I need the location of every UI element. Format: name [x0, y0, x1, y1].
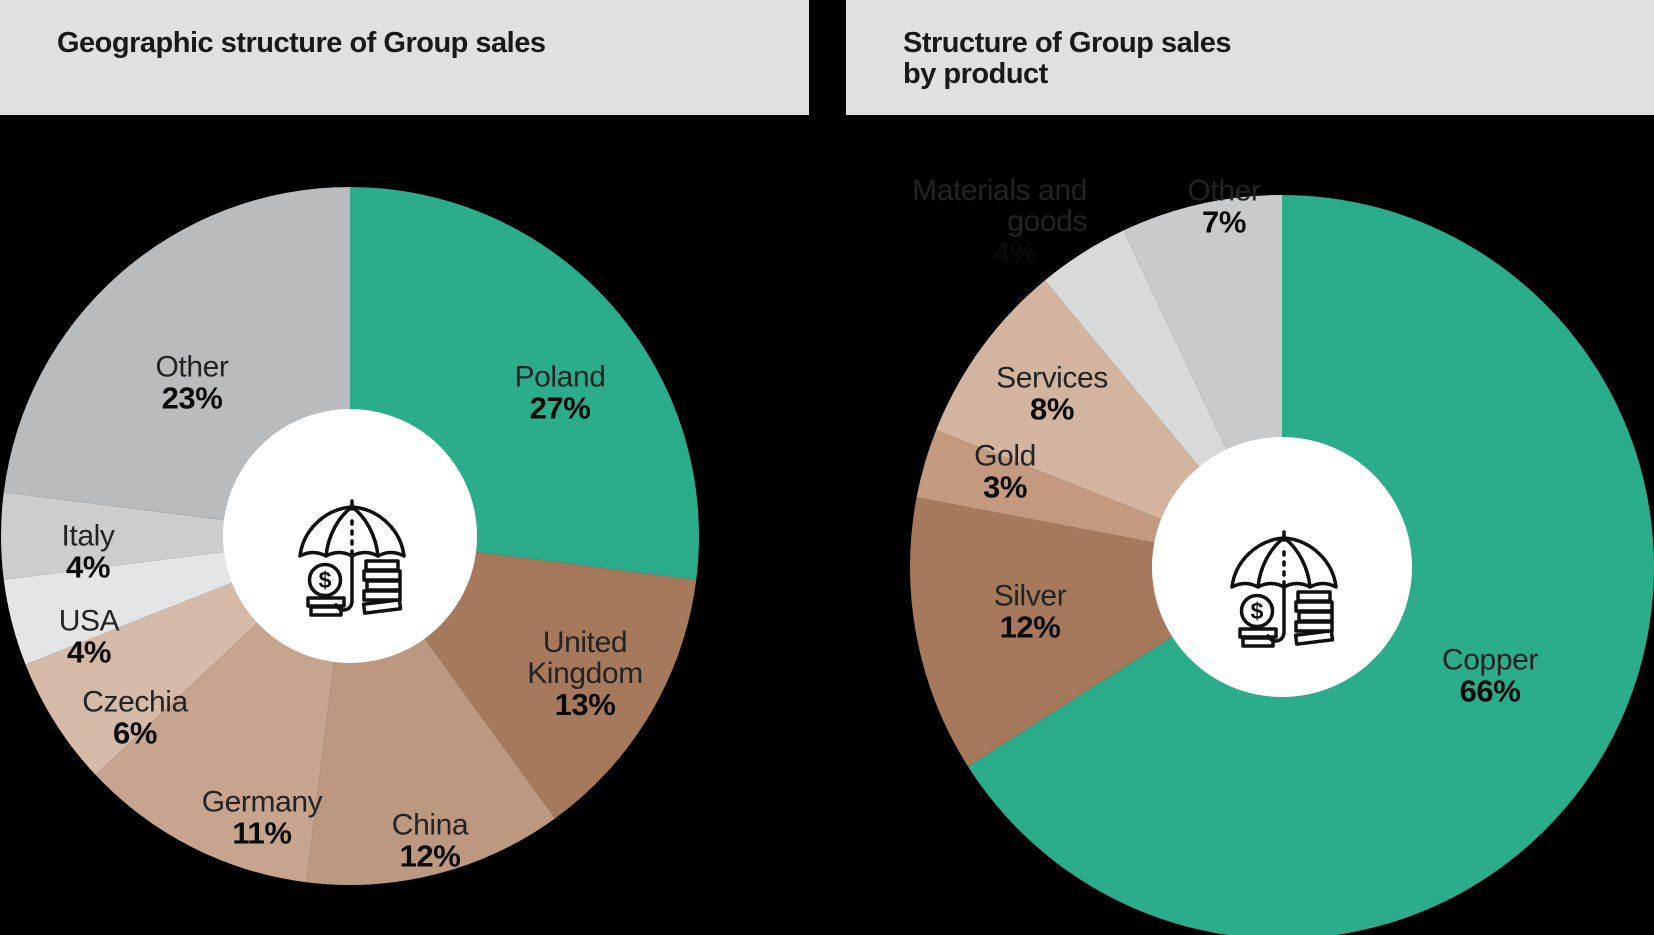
left-chart-title: Geographic structure of Group sales	[57, 27, 546, 59]
right-chart-title-line1: Structure of Group sales	[903, 27, 1232, 59]
pie-slice-italy	[0, 492, 351, 580]
umbrella-over-money-icon: $	[298, 499, 406, 617]
right-chart-title: Structure of Group sales by product	[903, 27, 1232, 90]
donut-hole	[223, 409, 477, 663]
donut-hole	[1152, 437, 1412, 697]
left-chart-header-band: Geographic structure of Group sales	[0, 0, 809, 115]
dollar-sign-glyph: $	[319, 567, 332, 593]
right-chart-title-line2: by product	[903, 58, 1048, 90]
right-chart-header-band: Structure of Group sales by product	[846, 0, 1654, 115]
umbrella-over-money-icon: $	[1230, 530, 1338, 648]
dollar-sign-glyph: $	[1251, 598, 1264, 624]
